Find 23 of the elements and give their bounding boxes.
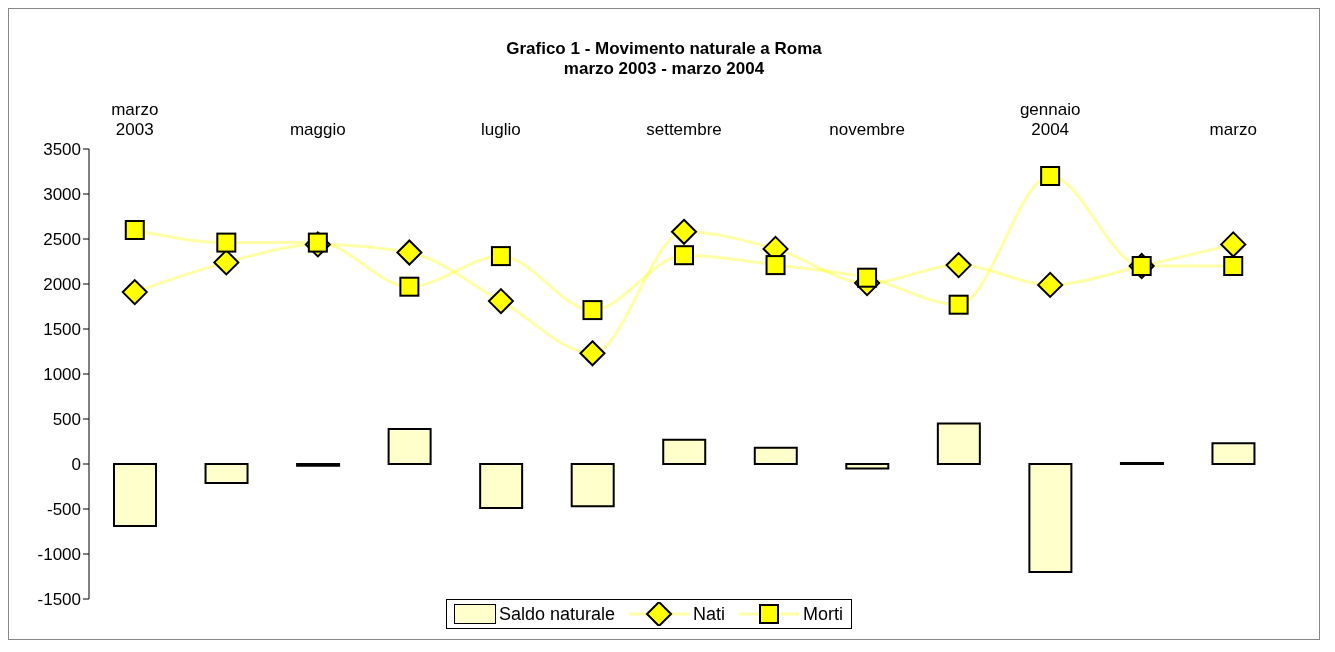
chart-title: Grafico 1 - Movimento naturale a Roma	[505, 39, 823, 59]
x-tick-label: marzo 2003	[111, 100, 159, 139]
x-tick-label: maggio	[289, 120, 346, 139]
y-tick-label: 3500	[43, 140, 81, 160]
legend-label: Nati	[692, 602, 726, 626]
y-tick-label: -1500	[37, 590, 81, 610]
x-tick-label: settembre	[646, 120, 722, 139]
chart-subtitle: marzo 2003 - marzo 2004	[562, 59, 766, 79]
legend-label: Saldo naturale	[497, 603, 616, 625]
x-tick-label: marzo	[1209, 120, 1257, 139]
y-tick-label: 1000	[43, 365, 81, 385]
legend-label: Morti	[802, 602, 844, 626]
x-tick-label: gennaio 2004	[1019, 100, 1081, 139]
y-tick-label: 3000	[43, 185, 81, 205]
y-tick-label: 0	[71, 455, 81, 475]
y-tick-label: 1500	[43, 320, 81, 340]
y-tick-label: 500	[52, 410, 81, 430]
y-tick-label: -1000	[37, 545, 81, 565]
y-tick-label: -500	[46, 500, 81, 520]
x-tick-label: luglio	[481, 120, 521, 139]
x-tick-label: novembre	[829, 120, 905, 139]
y-tick-label: 2000	[43, 275, 81, 295]
y-tick-label: 2500	[43, 230, 81, 250]
